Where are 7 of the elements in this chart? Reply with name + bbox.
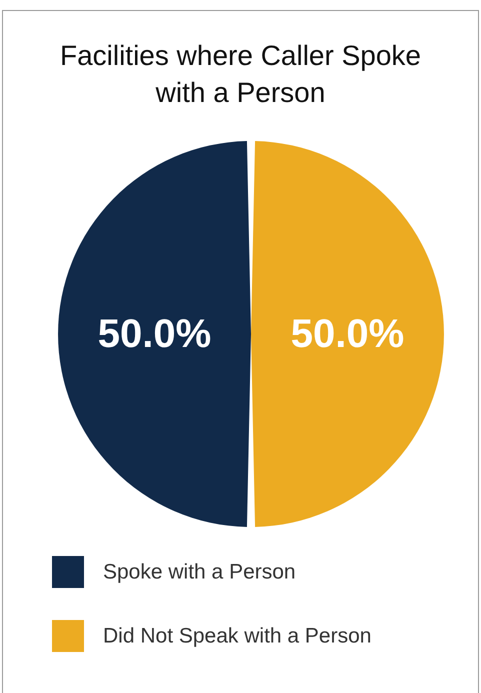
pie-slice [58, 141, 251, 527]
data-label: 50.0% [98, 312, 212, 356]
legend-label: Did Not Speak with a Person [103, 624, 372, 648]
chart-title: Facilities where Caller Spoke with a Person [60, 40, 422, 108]
legend-label: Spoke with a Person [103, 560, 296, 584]
data-label: 50.0% [290, 312, 404, 356]
pie-slice [251, 141, 444, 527]
